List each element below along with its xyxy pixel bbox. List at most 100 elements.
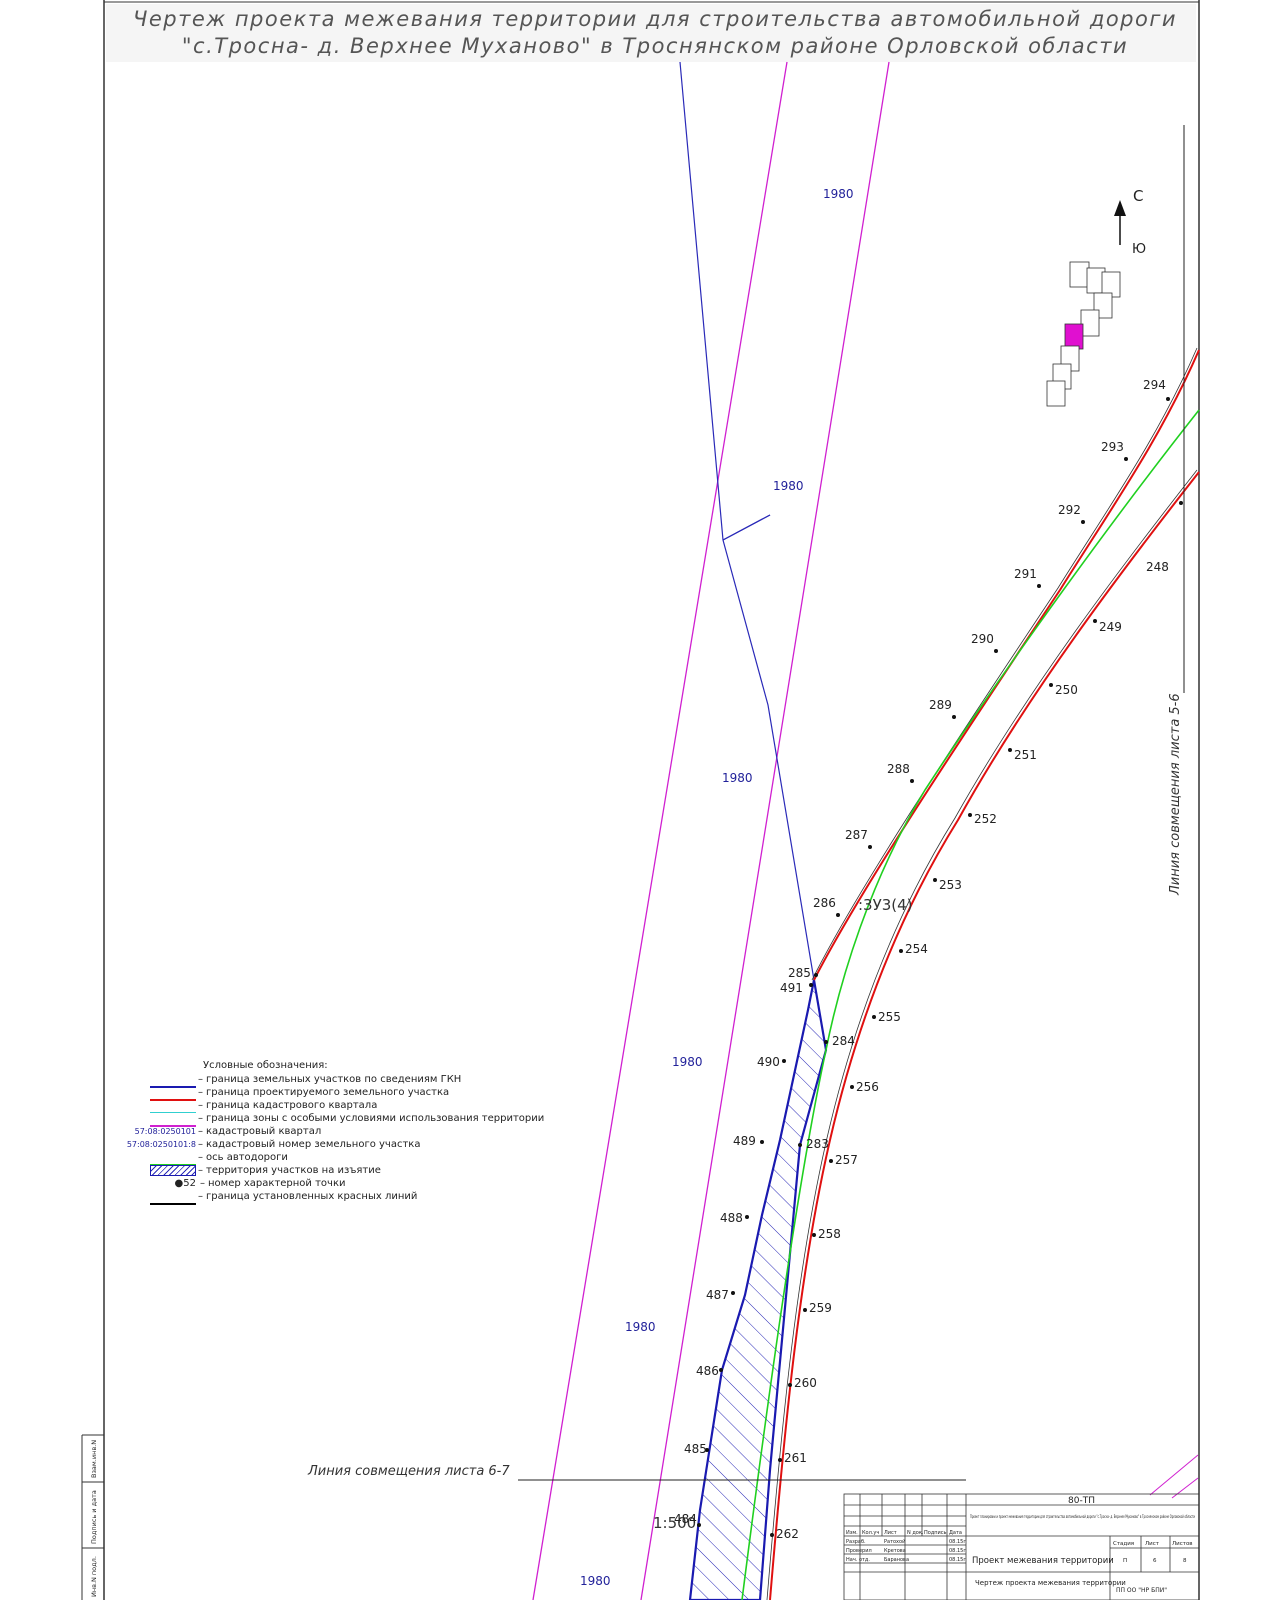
project-boundary-upper (813, 349, 1200, 981)
legend-item: 57:08:0250101– кадастровый квартал (135, 1125, 544, 1138)
stamp-person-cell: 08.15г (949, 1539, 966, 1545)
legend-item: – граница зоны с особыми условиями исполь… (150, 1112, 544, 1127)
kvartal-label: 1980 (823, 187, 854, 201)
binding-strip (81, 1434, 104, 1600)
gkn-boundary-a (679, 61, 815, 981)
point-label-upper: 293 (1101, 440, 1124, 454)
legend-item-text: ось автодороги (206, 1152, 288, 1163)
legend-item: – граница проектируемого земельного участ… (150, 1086, 544, 1101)
title-line-2: "с.Тросна- д. Верхнее Муханово" в Тросня… (181, 34, 1129, 58)
point-label-lower: 261 (784, 1451, 807, 1465)
south-label: Ю (1132, 242, 1146, 257)
parcel-label: :3У3(4) (858, 896, 913, 914)
point-label-lower: 256 (856, 1080, 879, 1094)
red-line-lower (766, 469, 1198, 1601)
stamp-stage-header: Стадия (1113, 1541, 1134, 1547)
legend-item: – ось автодороги (150, 1151, 544, 1166)
point-marker (952, 715, 956, 719)
title-block-text: 80-ТП Проект планировки и проект межеван… (846, 1496, 1195, 1594)
point-marker (910, 779, 914, 783)
stamp-person-cell: Нач. отд. (846, 1557, 870, 1563)
match-line-vertical-label: Линия совмещения листа 5-6 (1168, 693, 1183, 896)
point-marker (788, 1383, 792, 1387)
point-label-lower: 252 (974, 812, 997, 826)
red-line-upper (811, 347, 1198, 981)
point-labels: 294 293 292 291 290 289 288 287 286 285 284 283 248 2… (674, 378, 1183, 1541)
point-label-upper: 286 (813, 896, 836, 910)
stamp-person-cell: Баранова (884, 1557, 909, 1563)
legend-item: ●52– номер характерной точки (174, 1178, 346, 1189)
stamp-stage-header: Листов (1172, 1541, 1193, 1547)
point-label-lower: 258 (818, 1227, 841, 1241)
stamp-stage-value: 6 (1153, 1558, 1157, 1564)
stamp-header-cell: N док. (907, 1530, 924, 1536)
point-marker (836, 913, 840, 917)
point-marker (968, 813, 972, 817)
stamp-header-cell: Дата (949, 1530, 962, 1536)
legend-item: – граница кадастрового квартала (150, 1099, 544, 1113)
legend-item-text: граница проектируемого земельного участк… (206, 1087, 450, 1098)
legend-item: 57:08:0250101:8– кадастровый номер земель… (127, 1138, 544, 1151)
zone-boundary-right (640, 61, 890, 1601)
point-label-lower: 250 (1055, 683, 1078, 697)
point-label-lower: 255 (878, 1010, 901, 1024)
legend-code: 57:08:0250101:8 (126, 1140, 196, 1149)
point-label-lower: 253 (939, 878, 962, 892)
kvartal-label: 1980 (672, 1055, 703, 1069)
legend-item-text: граница земельных участков по сведениям … (206, 1074, 462, 1085)
point-label-upper: 287 (845, 828, 868, 842)
legend-title: Условные обозначения: (203, 1060, 328, 1071)
title-band (106, 4, 1196, 62)
legend-code: 57:08:0250101 (134, 1127, 196, 1136)
stamp-org: ПП ОО "НР БПИ" (1116, 1587, 1167, 1594)
stamp-stage-value: 8 (1183, 1558, 1187, 1564)
point-marker (778, 1458, 782, 1462)
kvartal-label: 1980 (580, 1574, 611, 1588)
stamp-header-cell: Лист (884, 1530, 897, 1536)
legend-item-text: территория участков на изъятие (206, 1165, 381, 1176)
legend: – граница земельных участков по сведениям… (127, 1073, 544, 1205)
stamp-code: 80-ТП (1068, 1496, 1095, 1506)
legend-item: – территория участков на изъятие (150, 1164, 544, 1177)
stamp-header-cell: Кол.уч (862, 1530, 879, 1536)
stamp-person-cell: 08.15г (949, 1548, 966, 1554)
title-block (843, 1493, 1200, 1601)
point-label-upper: 290 (971, 632, 994, 646)
gkn-ghost (700, 62, 770, 515)
point-label-left: 488 (720, 1211, 743, 1225)
north-label: С (1133, 187, 1143, 205)
stamp-person-cell: Ратохой (884, 1538, 905, 1545)
point-label-lower: 254 (905, 942, 928, 956)
point-marker (809, 983, 813, 987)
stamp-person-cell: Разраб. (846, 1539, 866, 1545)
legend-item-text: номер характерной точки (208, 1178, 346, 1189)
point-label-lower: 260 (794, 1376, 817, 1390)
point-marker (770, 1533, 774, 1537)
point-marker (803, 1308, 807, 1312)
north-arrow-icon (1114, 200, 1126, 245)
point-marker (872, 1015, 876, 1019)
point-marker (933, 878, 937, 882)
sheet-index-map (1046, 261, 1121, 407)
point-marker (1124, 457, 1128, 461)
kvartal-label: 1980 (625, 1320, 656, 1334)
zone-corner-a (1149, 1454, 1199, 1496)
point-label-lower: 251 (1014, 748, 1037, 762)
zone-corner-b (1171, 1477, 1199, 1499)
point-marker (812, 1233, 816, 1237)
point-label-left: 491 (780, 981, 803, 995)
stamp-stage-value: П (1123, 1558, 1127, 1564)
strip-inventory-label: Инв.N подл. (90, 1556, 98, 1597)
match-line-horizontal-label: Линия совмещения листа 6-7 (307, 1464, 510, 1479)
road-axis (741, 409, 1200, 1601)
gkn-boundary-c (722, 514, 771, 541)
point-marker (782, 1059, 786, 1063)
point-label-lower: 257 (835, 1153, 858, 1167)
point-marker (814, 973, 818, 977)
point-marker (1008, 748, 1012, 752)
point-label-upper: 292 (1058, 503, 1081, 517)
point-marker (760, 1140, 764, 1144)
point-label-upper: 291 (1014, 567, 1037, 581)
point-marker (824, 1040, 828, 1044)
point-marker (1166, 397, 1170, 401)
